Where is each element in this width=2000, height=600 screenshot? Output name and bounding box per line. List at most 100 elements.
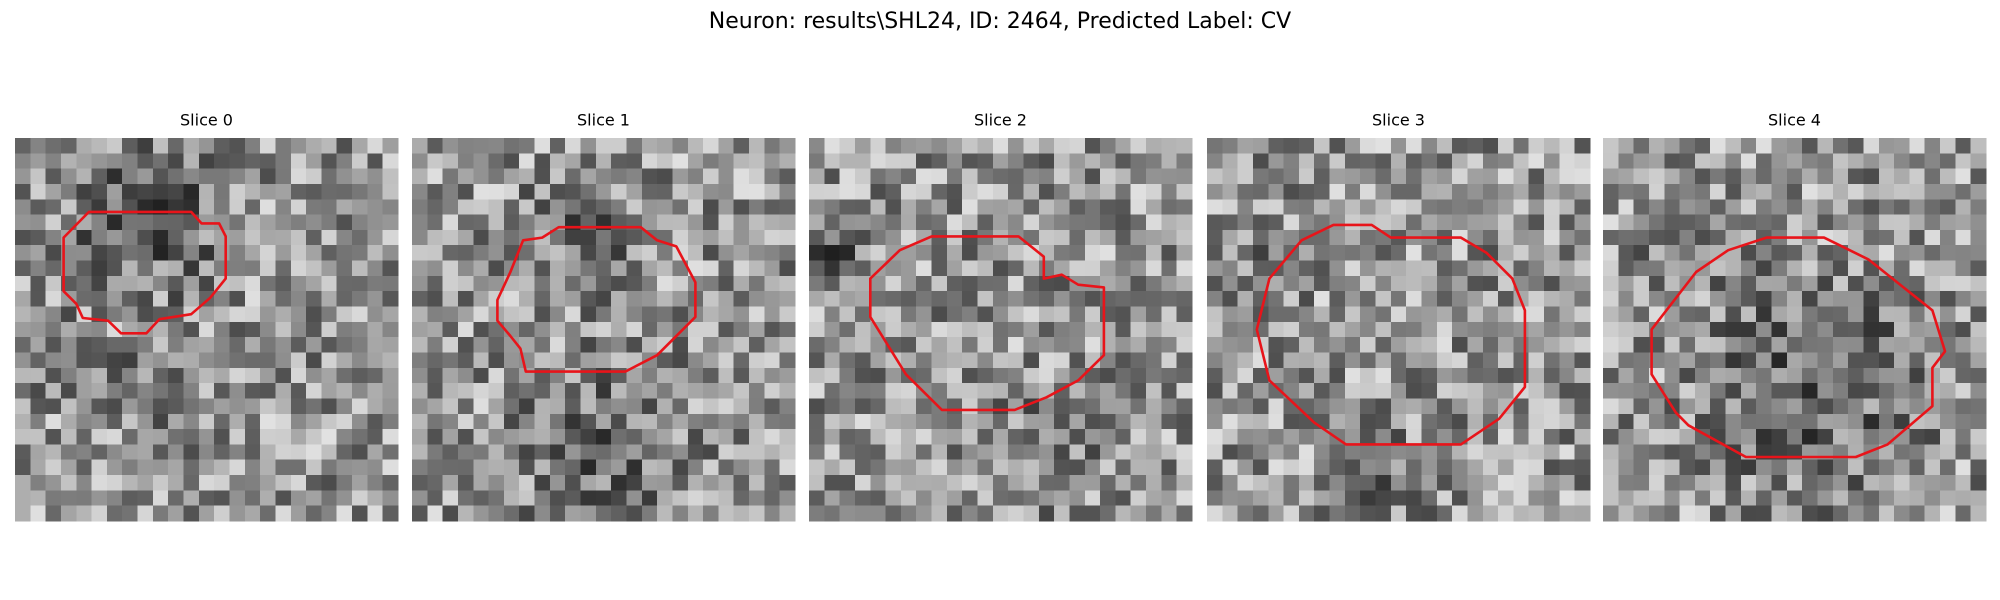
pixel (1740, 429, 1757, 445)
pixel (764, 153, 780, 169)
pixel (1038, 429, 1055, 445)
pixel (839, 398, 856, 415)
pixel (1130, 367, 1147, 384)
pixel (1452, 168, 1468, 185)
pixel (870, 291, 886, 307)
pixel (1633, 398, 1650, 415)
pixel (457, 199, 474, 215)
pixel (580, 367, 597, 384)
pixel (626, 138, 643, 154)
pixel (367, 398, 383, 415)
pixel (260, 199, 276, 215)
pixel (1054, 153, 1070, 169)
pixel (1544, 490, 1560, 506)
pixel (1252, 260, 1269, 277)
pixel (367, 429, 383, 445)
pixel (1955, 168, 1971, 185)
pixel (1802, 321, 1818, 338)
pixel (1115, 153, 1132, 169)
pixel (1115, 321, 1132, 338)
pixel (931, 367, 948, 384)
pixel (1740, 260, 1757, 277)
pixel (779, 490, 796, 506)
pixel (1406, 138, 1422, 154)
pixel (703, 475, 719, 491)
pixel (1207, 459, 1223, 476)
pixel (1314, 168, 1330, 185)
pixel (1436, 260, 1453, 277)
pixel (442, 183, 459, 200)
pixel (1909, 275, 1926, 292)
pixel (641, 153, 658, 169)
pixel (76, 291, 92, 307)
pixel (1283, 337, 1300, 353)
pixel (1894, 367, 1910, 384)
pixel (30, 321, 46, 338)
pixel (457, 444, 474, 461)
pixel (749, 245, 765, 261)
pixel (260, 490, 276, 506)
pixel (1544, 260, 1560, 277)
pixel (992, 459, 1009, 476)
pixel (457, 475, 474, 491)
pixel (1161, 475, 1177, 491)
pixel (1633, 505, 1650, 522)
pixel (1467, 475, 1484, 491)
pixel (382, 245, 399, 261)
pixel (1406, 352, 1422, 369)
pixel (824, 321, 840, 338)
pixel (1786, 168, 1803, 185)
pixel (1679, 199, 1696, 215)
pixel (1664, 275, 1680, 292)
pixel (306, 168, 322, 185)
pixel (854, 168, 871, 185)
pixel (473, 306, 489, 323)
pixel (1008, 413, 1024, 430)
pixel (1513, 183, 1530, 200)
pixel (946, 475, 963, 491)
pixel (503, 291, 520, 307)
pixel (1633, 260, 1650, 277)
pixel (854, 153, 871, 169)
pixel (214, 306, 230, 323)
pixel (1069, 413, 1086, 430)
pixel (1421, 199, 1438, 215)
pixel (412, 229, 428, 246)
pixel (1574, 183, 1591, 200)
pixel (1222, 214, 1238, 231)
pixel (1344, 398, 1361, 415)
pixel (580, 168, 597, 185)
pixel (214, 291, 230, 307)
pixel (152, 153, 169, 169)
pixel (1329, 199, 1346, 215)
pixel (595, 337, 612, 353)
pixel (1513, 398, 1530, 415)
pixel (1390, 214, 1407, 231)
pixel (260, 275, 276, 292)
pixel (1130, 321, 1147, 338)
pixel (1894, 352, 1910, 369)
pixel (885, 413, 902, 430)
pixel (1176, 475, 1193, 491)
pixel (1100, 260, 1116, 277)
pixel (367, 337, 383, 353)
pixel (168, 367, 184, 384)
pixel (183, 367, 200, 384)
pixel (641, 490, 658, 506)
pixel (534, 398, 551, 415)
pixel (1161, 337, 1177, 353)
pixel (1848, 229, 1864, 246)
pixel (1832, 413, 1849, 430)
pixel (488, 367, 505, 384)
pixel (764, 183, 780, 200)
pixel (244, 352, 261, 369)
pixel (275, 475, 292, 491)
pixel (1771, 260, 1788, 277)
pixel (962, 260, 978, 277)
pixel (1207, 413, 1223, 430)
pixel (412, 260, 428, 277)
pixel (488, 383, 505, 399)
pixel (1314, 291, 1330, 307)
pixel (183, 490, 200, 506)
pixel (45, 306, 62, 323)
